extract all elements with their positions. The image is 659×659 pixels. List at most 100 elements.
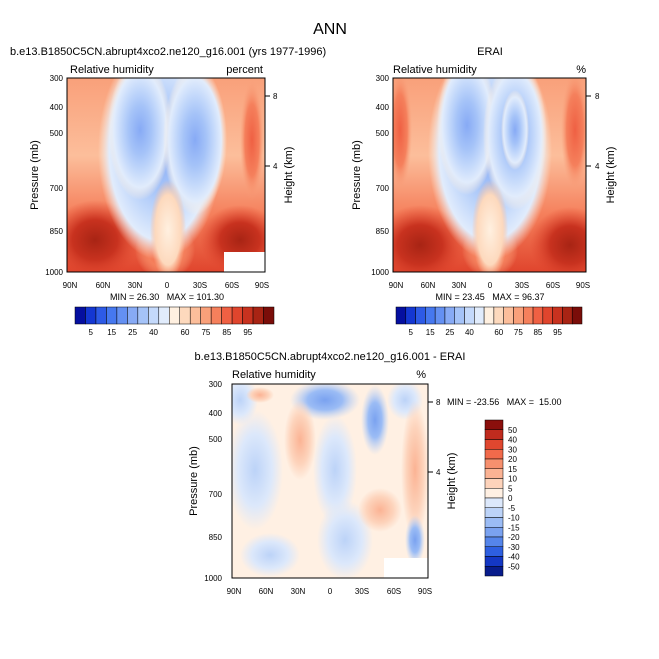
panel-model: b.e13.B1850C5CN.abrupt4xco2.ne120_g16.00… [10,46,326,302]
colorbar-swatch [137,306,149,325]
x-tick: 60N [259,587,274,596]
panel-model-stats: MIN = 26.30 MAX = 101.30 [110,292,224,302]
y-tick: 1000 [204,574,222,583]
colorbar-swatch [484,478,504,489]
colorbar-swatch [484,419,504,430]
x-tick: 0 [488,281,493,290]
colorbar-swatch [263,306,275,325]
panel-diff-units: % [416,369,426,381]
colorbar-swatch [252,306,264,325]
colorbar-label: 40 [149,328,158,337]
colorbar-swatch [434,306,446,325]
colorbar-label: 25 [445,328,454,337]
y-tick: 1000 [45,268,63,277]
colorbar-swatch [405,306,416,325]
colorbar-swatch [179,306,191,325]
colorbar-label: 20 [508,455,517,464]
colorbar-label: 50 [508,426,517,435]
y-tick: 400 [209,409,223,418]
x-tick: 60S [546,281,560,290]
panel-diff: b.e13.B1850C5CN.abrupt4xco2.ne120_g16.00… [188,351,562,596]
x-tick: 30N [291,587,306,596]
panel-diff-y-ticks: 300 400 500 700 850 1000 [204,380,222,583]
panel-model-units: percent [226,64,263,76]
colorbar-swatch [484,507,504,518]
colorbar-label: 10 [508,475,517,484]
y-tick: 700 [376,184,390,193]
colorbar-label: 60 [181,328,190,337]
colorbar-model: 5 15 25 40 60 75 85 95 [74,306,275,337]
colorbar-swatch [513,306,524,325]
panel-diff-right-ylabel: Height (km) [446,453,458,510]
colorbar-swatch [221,306,233,325]
colorbar-swatch [484,497,504,508]
panel-obs-units: % [576,64,586,76]
right-tick: 4 [595,162,600,171]
colorbar-swatch [85,306,97,325]
panel-diff-stats: MIN = -23.56 MAX = 15.00 [447,397,562,407]
colorbar-swatch [484,536,504,547]
right-tick: 8 [436,398,441,407]
panel-diff-field [232,384,428,578]
colorbar-label: 15 [426,328,435,337]
panel-obs-variable: Relative humidity [393,64,477,76]
y-tick: 700 [50,184,64,193]
colorbar-swatch [484,546,504,557]
x-tick: 30S [193,281,207,290]
panel-model-frame [66,77,266,273]
panel-obs-right-ylabel: Height (km) [605,147,617,204]
y-tick: 300 [209,380,223,389]
colorbar-swatch [242,306,254,325]
y-tick: 500 [50,129,64,138]
panel-diff-title: b.e13.B1850C5CN.abrupt4xco2.ne120_g16.00… [195,351,466,363]
colorbar-label: 5 [508,484,513,493]
colorbar-label: -5 [508,504,516,513]
colorbar-swatch [484,439,504,450]
x-tick: 0 [165,281,170,290]
colorbar-obs: 5 15 25 40 60 75 85 95 [395,306,583,337]
colorbar-label: 85 [222,328,231,337]
y-tick: 850 [209,533,223,542]
colorbar-label: -15 [508,523,520,532]
colorbar-label: 95 [553,328,562,337]
x-tick: 90N [389,281,404,290]
colorbar-label: -10 [508,514,520,523]
colorbar-label: 75 [201,328,210,337]
colorbar-swatch [484,429,504,440]
panel-diff-ylabel: Pressure (mb) [188,446,200,516]
colorbar-swatch [415,306,426,325]
colorbar-swatch [484,556,504,567]
x-tick: 90N [227,587,242,596]
x-tick: 90S [418,587,432,596]
y-tick: 300 [376,74,390,83]
colorbar-swatch [483,306,495,325]
panel-obs-ylabel: Pressure (mb) [351,140,363,210]
colorbar-swatch [484,517,504,528]
panel-model-right-ylabel: Height (km) [283,147,295,204]
x-tick: 90S [255,281,269,290]
colorbar-label: 95 [243,328,252,337]
colorbar-swatch [395,306,407,325]
colorbar-swatch [503,306,514,325]
y-tick: 500 [209,435,223,444]
y-tick: 850 [376,227,390,236]
colorbar-swatch [200,306,212,325]
colorbar-swatch [444,306,455,325]
panel-obs-y-ticks: 300 400 500 700 850 1000 [371,74,389,277]
colorbar-swatch [95,306,107,325]
colorbar-label: 30 [508,445,517,454]
y-tick: 850 [50,227,64,236]
colorbar-swatch [74,306,86,325]
panel-obs-field [393,78,586,272]
x-tick: 60N [96,281,111,290]
colorbar-swatch [464,306,475,325]
x-tick: 30S [355,587,369,596]
x-tick: 90S [576,281,590,290]
y-tick: 400 [50,103,64,112]
colorbar-swatch [116,306,128,325]
panel-model-field [67,78,265,272]
colorbar-swatch [189,306,201,325]
panel-obs: ERAI Relative humidity % 300 400 500 700… [351,46,617,302]
panel-obs-frame [392,77,587,273]
